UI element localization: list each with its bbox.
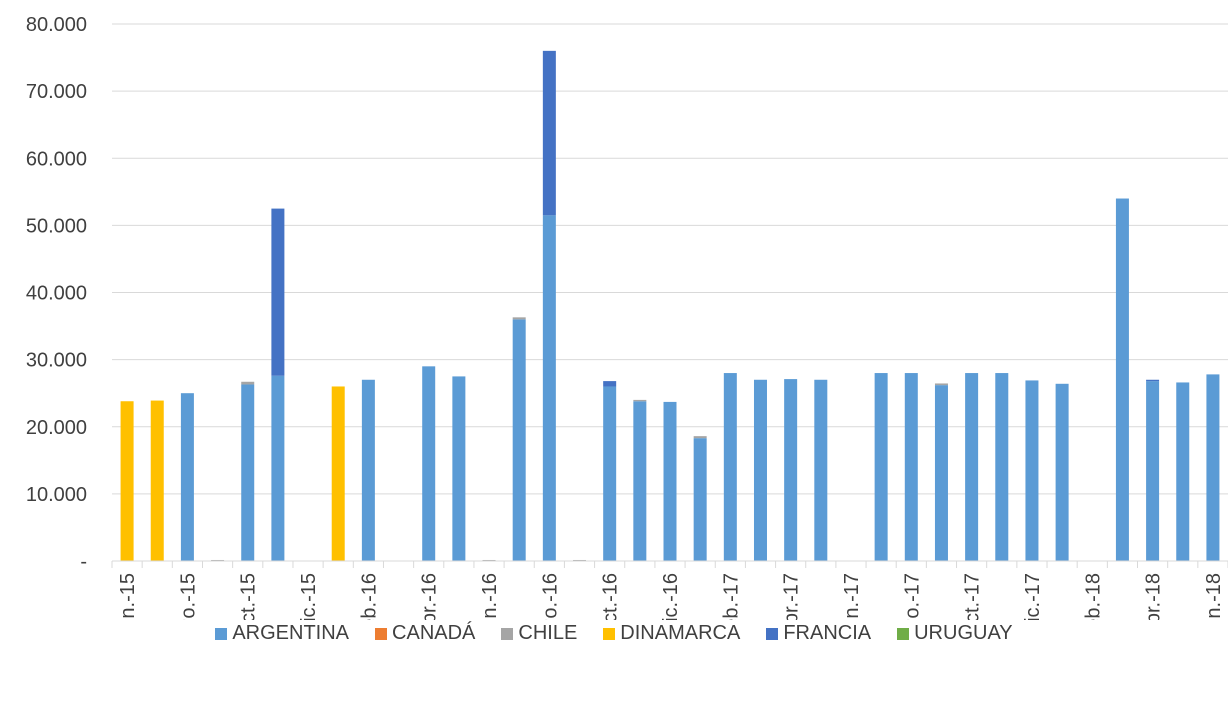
bar-segment	[150, 400, 164, 561]
legend-swatch	[766, 627, 779, 640]
x-tick-label: jun.-16	[479, 573, 501, 620]
x-tick-label: jun.-18	[1203, 573, 1225, 620]
y-tick-label: 10.000	[26, 484, 87, 506]
bars	[120, 50, 1220, 561]
x-tick-label: oct.-17	[962, 573, 984, 620]
legend-swatch	[603, 627, 616, 640]
y-tick-label: -	[80, 551, 87, 573]
bar-segment	[934, 385, 948, 561]
bar-segment	[241, 384, 255, 561]
bar-segment	[663, 401, 677, 561]
bar-segment	[1146, 379, 1160, 382]
legend-swatch	[375, 627, 388, 640]
bar-segment	[211, 559, 225, 561]
x-tick-label: feb.-17	[720, 573, 742, 620]
legend-swatch	[215, 627, 228, 640]
bar-segment	[784, 379, 798, 561]
legend-label: DINAMARCA	[620, 622, 741, 644]
bar-segment	[1055, 383, 1069, 561]
bar-segment	[1115, 198, 1129, 561]
bar-segment	[542, 215, 556, 561]
bar-segment	[723, 373, 737, 561]
bar-segment	[573, 559, 587, 561]
x-tick-label: dic.-16	[660, 573, 682, 620]
x-tick-label: oct.-16	[600, 573, 622, 620]
x-axis: jun.-15 ago.-15 oct.-15 dic.-15 feb.-16 abr.-…	[111, 560, 1228, 620]
bar-segment	[422, 366, 436, 561]
x-tick-label: ago.-16	[539, 573, 561, 620]
y-tick-label: 40.000	[26, 283, 87, 305]
bar-segment	[1206, 374, 1220, 561]
x-tick-label: dic.-17	[1022, 573, 1044, 620]
legend-item: URUGUAY	[897, 622, 1013, 645]
y-tick-label: 30.000	[26, 350, 87, 372]
legend-label: FRANCIA	[783, 622, 872, 644]
x-tick-label: oct.-15	[238, 573, 260, 620]
legend-item: CHILE	[501, 622, 577, 645]
x-tick-label: jun.-15	[117, 573, 139, 620]
legend-item: DINAMARCA	[603, 622, 740, 645]
legend-label: CHILE	[518, 622, 578, 644]
x-tick-label: abr.-18	[1143, 573, 1165, 620]
bar-segment	[633, 401, 647, 561]
bar-segment	[693, 436, 707, 439]
bar-segment	[482, 559, 496, 561]
bar-segment	[271, 375, 285, 561]
legend-label: CANADÁ	[392, 622, 476, 644]
legend-item: FRANCIA	[766, 622, 871, 645]
bar-segment	[452, 376, 466, 561]
y-tick-label: 60.000	[26, 148, 87, 170]
bar-segment	[180, 393, 194, 561]
bar-segment	[693, 438, 707, 561]
bar-segment	[603, 381, 617, 387]
bar-segment	[241, 381, 255, 385]
y-tick-label: 80.000	[26, 14, 87, 36]
x-tick-label: jun.-17	[841, 573, 863, 620]
bar-segment	[512, 319, 526, 561]
bar-segment	[120, 401, 134, 561]
legend-label: ARGENTINA	[232, 622, 350, 644]
bar-segment	[603, 386, 617, 561]
bar-segment	[633, 399, 647, 402]
x-tick-label: feb.-18	[1082, 573, 1104, 620]
bar-segment	[361, 379, 375, 561]
legend-label: URUGUAY	[914, 622, 1013, 644]
bar-segment	[512, 317, 526, 320]
x-tick-label: ago.-15	[177, 573, 199, 620]
bar-segment	[271, 208, 285, 376]
x-tick-label: abr.-16	[419, 573, 441, 620]
bar-segment	[1146, 381, 1160, 561]
y-axis: - 10.000 20.000 30.000 40.000 50.000 60.000 70.…	[26, 14, 87, 573]
bar-segment	[814, 379, 828, 561]
x-tick-label: abr.-17	[781, 573, 803, 620]
bar-segment	[753, 379, 767, 561]
bar-segment	[1176, 382, 1190, 561]
x-tick-label: ago.-17	[901, 573, 923, 620]
bar-segment	[904, 373, 918, 561]
legend-swatch	[897, 627, 910, 640]
x-tick-label: dic.-15	[298, 573, 320, 620]
legend-item: ARGENTINA	[215, 622, 349, 645]
bar-segment	[995, 373, 1009, 561]
stacked-bar-chart: - 10.000 20.000 30.000 40.000 50.000 60.000 70.…	[26, 14, 1228, 620]
legend-swatch	[501, 627, 514, 640]
gridlines	[112, 23, 1228, 495]
bar-segment	[934, 383, 948, 386]
bar-segment	[331, 386, 345, 561]
bar-segment	[542, 50, 556, 216]
bar-segment	[874, 373, 888, 561]
y-tick-label: 50.000	[26, 215, 87, 237]
y-tick-label: 20.000	[26, 417, 87, 439]
bar-segment	[965, 373, 979, 561]
legend-item: CANADÁ	[375, 622, 475, 645]
bar-segment	[1025, 380, 1039, 561]
legend: ARGENTINA CANADÁ CHILE DINAMARCA FRANCIA URUG…	[0, 622, 1228, 645]
y-tick-label: 70.000	[26, 81, 87, 103]
x-tick-label: feb.-16	[358, 573, 380, 620]
